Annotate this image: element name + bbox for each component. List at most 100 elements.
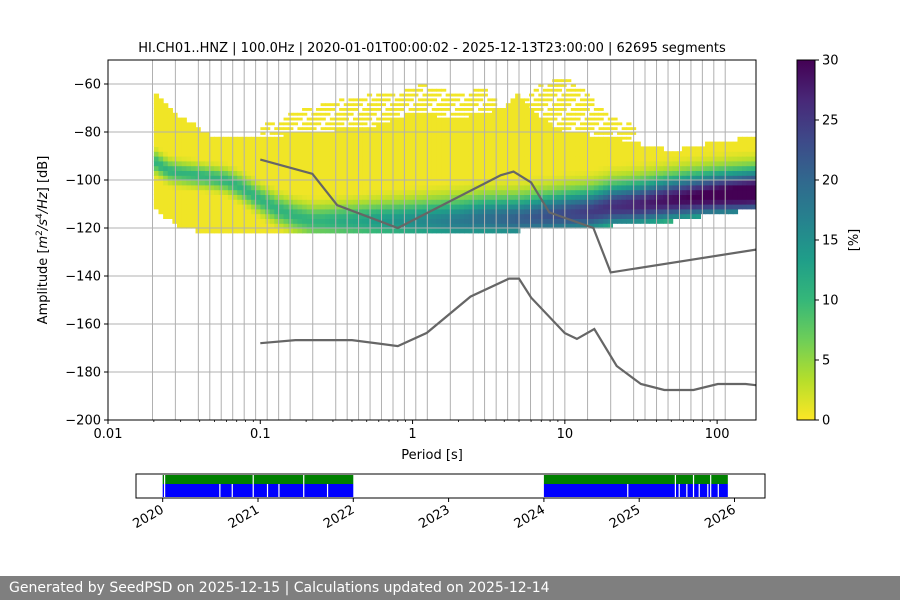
heatmap-cell [200, 160, 206, 167]
heatmap-cell [153, 189, 160, 195]
heatmap-cell [505, 228, 512, 234]
heatmap-cell [482, 175, 488, 181]
heatmap-cell [158, 117, 164, 123]
heatmap-cell [315, 112, 322, 116]
heatmap-cell [163, 208, 169, 215]
timeline-tick-label: 2022 [321, 502, 357, 532]
heatmap-cell [302, 184, 308, 191]
heatmap-cell [274, 189, 280, 195]
heatmap-cell [394, 194, 400, 200]
heatmap-cell [269, 199, 275, 205]
heatmap-cell [468, 141, 475, 147]
heatmap-cell [417, 223, 424, 229]
heatmap-cell [163, 103, 169, 109]
heatmap-cell [718, 208, 725, 215]
heatmap-cell [292, 194, 299, 200]
heatmap-cell [394, 199, 400, 205]
heatmap-cell [163, 141, 169, 147]
heatmap-cell [329, 151, 336, 157]
heatmap-cell [515, 132, 521, 138]
heatmap-cell [468, 132, 475, 138]
heatmap-cell [181, 136, 187, 143]
heatmap-cell [533, 132, 539, 138]
heatmap-cell [450, 112, 456, 116]
heatmap-cell [339, 170, 345, 176]
heatmap-cell [459, 218, 465, 224]
heatmap-cell [283, 122, 289, 126]
heatmap-cell [459, 93, 465, 97]
heatmap-cell [209, 156, 215, 162]
heatmap-cell [570, 141, 576, 147]
heatmap-cell [561, 84, 567, 87]
heatmap-cell [644, 151, 651, 157]
heatmap-cell [311, 122, 317, 126]
heatmap-cell [552, 204, 558, 210]
heatmap-cell [339, 127, 345, 133]
heatmap-cell [343, 213, 349, 219]
heatmap-cell [561, 151, 567, 157]
heatmap-cell [478, 146, 484, 152]
heatmap-cell [278, 223, 285, 229]
heatmap-cell [538, 136, 544, 143]
heatmap-cell [306, 208, 312, 215]
heatmap-cell [427, 156, 433, 162]
heatmap-cell [339, 132, 345, 138]
heatmap-cell [329, 180, 336, 186]
heatmap-cell [547, 175, 553, 181]
heatmap-cell [459, 194, 465, 200]
heatmap-cell [181, 208, 187, 215]
heatmap-cell [408, 132, 414, 138]
heatmap-cell [302, 160, 308, 167]
heatmap-cell [533, 146, 539, 152]
high-noise-model-curve [260, 158, 756, 274]
heatmap-cell [436, 199, 442, 205]
heatmap-cell [589, 156, 595, 162]
heatmap-cell [431, 223, 437, 229]
heatmap-cell [357, 98, 363, 102]
heatmap-cell [158, 98, 164, 104]
heatmap-cell [519, 132, 525, 138]
heatmap-cell [746, 194, 752, 200]
heatmap-cell [283, 132, 289, 138]
heatmap-cell [427, 175, 433, 181]
heatmap-cell [519, 122, 525, 128]
heatmap-cell [700, 184, 706, 191]
heatmap-cell [473, 103, 479, 107]
heatmap-cell [334, 132, 340, 138]
heatmap-cell [552, 93, 558, 97]
heatmap-cell [658, 165, 664, 171]
y-tick-label: −120 [65, 222, 101, 237]
heatmap-cell [385, 108, 391, 111]
heatmap-cell [473, 93, 479, 97]
heatmap-cell [454, 213, 461, 219]
heatmap-cell [681, 160, 688, 167]
heatmap-cell [501, 208, 507, 215]
heatmap-cell [593, 146, 600, 152]
heatmap-cell [153, 199, 160, 205]
y-axis: −200−180−160−140−120−100−80−60 [65, 78, 108, 429]
heatmap-cell [445, 189, 451, 195]
heatmap-cell [598, 175, 604, 181]
heatmap-cell [394, 213, 400, 219]
heatmap-cell [589, 112, 595, 116]
heatmap-cell [552, 127, 558, 133]
heatmap-cell [232, 228, 238, 234]
heatmap-cell [552, 170, 558, 176]
heatmap-cell [431, 194, 437, 200]
heatmap-cell [579, 199, 586, 205]
heatmap-cell [288, 204, 294, 210]
heatmap-cell [473, 151, 479, 157]
heatmap-cell [320, 112, 326, 116]
heatmap-cell [394, 122, 400, 128]
heatmap-cell [260, 189, 266, 195]
heatmap-cell [658, 199, 664, 205]
heatmap-cell [380, 218, 387, 224]
heatmap-cell [376, 93, 382, 97]
heatmap-cell [538, 108, 544, 111]
heatmap-cell [325, 160, 331, 167]
heatmap-cell [501, 223, 507, 229]
heatmap-cell [714, 189, 720, 195]
heatmap-cell [325, 228, 331, 234]
heatmap-cell [445, 204, 451, 210]
heatmap-cell [487, 117, 493, 123]
